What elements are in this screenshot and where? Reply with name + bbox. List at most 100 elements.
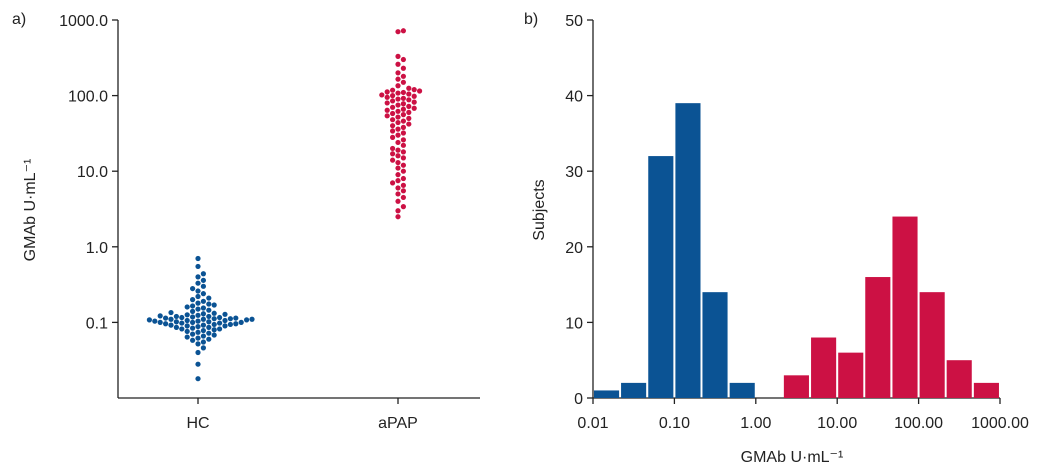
histogram-bar-apap <box>838 352 864 398</box>
b-y-tick-label: 0 <box>574 391 583 408</box>
histogram-bar-apap <box>973 382 999 398</box>
data-point-apap <box>400 124 406 130</box>
data-point-apap <box>400 204 406 210</box>
data-point-apap <box>395 70 401 76</box>
b-y-tick-label: 50 <box>565 13 583 30</box>
data-point-apap <box>400 155 406 161</box>
data-point-apap <box>400 118 406 124</box>
data-point-hc <box>184 328 190 335</box>
data-point-hc <box>195 280 201 286</box>
data-point-apap <box>395 119 401 126</box>
data-point-apap <box>400 89 406 96</box>
histogram-bar-apap <box>865 277 891 398</box>
data-point-hc <box>195 293 201 300</box>
data-point-apap <box>400 175 406 182</box>
data-point-hc <box>195 274 201 280</box>
data-point-apap <box>395 178 401 184</box>
data-point-apap <box>390 98 396 104</box>
data-point-hc <box>195 255 201 262</box>
b-y-tick-label: 40 <box>565 89 583 106</box>
data-point-hc <box>249 316 255 322</box>
b-y-tick-label: 10 <box>565 315 583 332</box>
data-point-hc <box>200 311 206 317</box>
data-point-hc <box>211 302 217 308</box>
data-point-hc <box>184 323 190 329</box>
data-point-hc <box>184 334 190 340</box>
data-point-hc <box>190 337 196 343</box>
data-point-apap <box>395 90 401 96</box>
histogram-bar-apap <box>783 375 809 398</box>
data-point-apap <box>395 208 401 214</box>
a-x-tick-label-hc: HC <box>186 415 209 432</box>
data-point-apap <box>395 172 401 178</box>
data-point-hc <box>222 317 228 324</box>
data-point-hc <box>206 313 212 320</box>
data-point-hc <box>217 320 223 326</box>
data-point-hc <box>200 345 206 351</box>
data-point-hc <box>190 319 196 325</box>
data-point-apap <box>390 110 396 117</box>
data-point-hc <box>206 319 212 325</box>
a-y-tick-label: 10.0 <box>77 164 108 181</box>
data-point-apap <box>395 76 401 82</box>
data-point-hc <box>152 318 158 324</box>
a-y-tick-label: 1000.0 <box>59 13 108 30</box>
data-point-apap <box>400 28 406 34</box>
histogram-bar-apap <box>946 360 972 398</box>
data-point-apap <box>395 108 401 114</box>
data-point-hc <box>190 308 196 314</box>
histogram-bar-apap <box>892 216 918 398</box>
b-y-axis-label: Subjects <box>531 179 548 240</box>
data-point-apap <box>390 151 396 157</box>
data-point-hc <box>227 316 233 322</box>
data-point-hc <box>195 288 201 294</box>
data-point-apap <box>406 91 412 97</box>
data-point-apap <box>390 180 396 186</box>
data-point-hc <box>233 315 239 321</box>
data-point-apap <box>406 103 412 109</box>
data-point-apap <box>400 73 406 79</box>
histogram-bar-hc <box>729 382 755 398</box>
data-point-apap <box>395 185 401 191</box>
data-point-apap <box>411 87 417 93</box>
data-point-hc <box>200 305 206 311</box>
data-point-apap <box>395 114 401 120</box>
data-point-hc <box>157 319 163 325</box>
data-point-apap <box>400 130 406 136</box>
data-point-hc <box>184 304 190 310</box>
data-point-apap <box>395 126 401 132</box>
data-point-apap <box>395 102 401 108</box>
data-point-apap <box>400 162 406 168</box>
data-point-hc <box>222 311 228 317</box>
b-x-tick-label: 0.10 <box>659 415 690 432</box>
data-point-apap <box>395 61 401 67</box>
data-point-apap <box>400 65 406 71</box>
data-point-apap <box>395 147 401 153</box>
histogram-bar-hc <box>675 103 701 398</box>
b-x-tick-label: 1.00 <box>740 415 771 432</box>
data-point-apap <box>384 89 390 95</box>
data-point-hc <box>206 330 212 336</box>
data-point-apap <box>390 104 396 110</box>
histogram-bar-hc <box>702 292 728 398</box>
data-point-hc <box>163 315 169 321</box>
data-point-apap <box>411 105 417 111</box>
data-point-hc <box>179 314 185 321</box>
data-point-apap <box>395 198 401 204</box>
data-point-hc <box>195 312 201 318</box>
data-point-apap <box>390 93 396 99</box>
data-point-apap <box>400 56 406 63</box>
panel-a-label: a) <box>12 11 26 28</box>
a-y-tick-label: 1.0 <box>86 240 108 257</box>
data-point-apap <box>390 157 396 163</box>
data-point-apap <box>384 107 390 113</box>
data-point-hc <box>190 297 196 303</box>
data-point-apap <box>406 115 412 121</box>
data-point-hc <box>195 341 201 347</box>
b-x-axis-label: GMAb U·mL⁻¹ <box>741 449 844 466</box>
data-point-hc <box>195 300 201 306</box>
data-point-apap <box>400 168 406 174</box>
data-point-hc <box>195 349 201 356</box>
data-point-apap <box>395 83 401 89</box>
